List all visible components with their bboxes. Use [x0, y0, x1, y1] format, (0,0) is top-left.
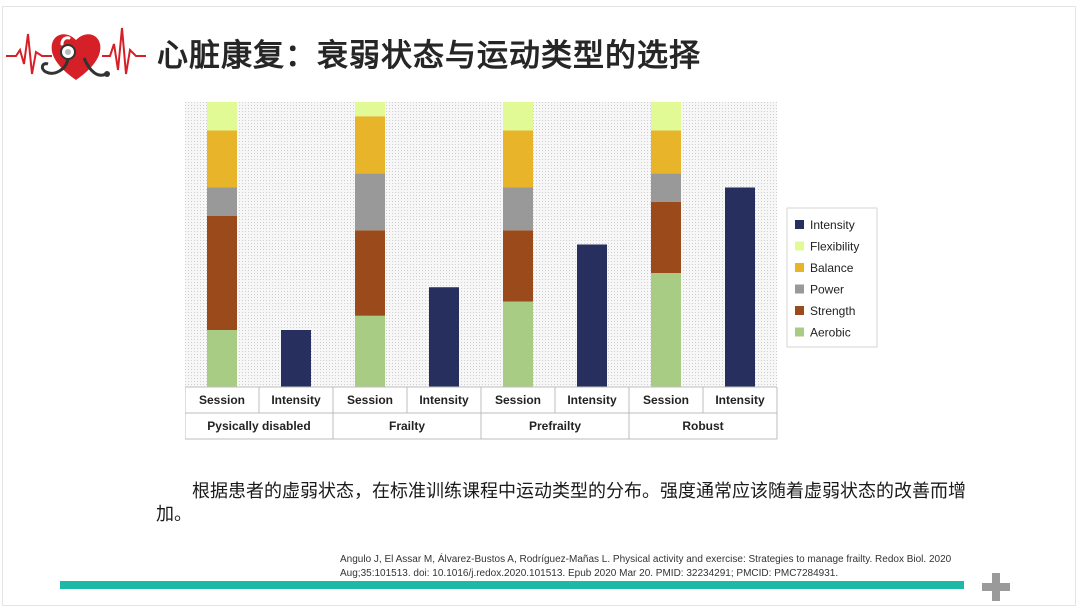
tick-label-intensity-robust: Intensity	[715, 393, 765, 407]
legend-swatch-power	[795, 284, 804, 294]
bar-session-aerobic-prefrailty	[503, 301, 533, 387]
bar-session-aerobic-robust	[651, 273, 681, 387]
tick-label-session-pysically-disabled: Session	[199, 393, 245, 407]
slide-frame	[2, 6, 1076, 606]
legend-label-strength: Strength	[810, 304, 855, 318]
group-label-pysically-disabled: Pysically disabled	[207, 419, 310, 433]
bar-session-balance-robust	[651, 130, 681, 174]
tick-label-session-robust: Session	[643, 393, 689, 407]
bar-session-power-frailty	[355, 173, 385, 231]
legend-label-balance: Balance	[810, 261, 854, 275]
tick-label-intensity-prefrailty: Intensity	[567, 393, 617, 407]
bar-session-balance-pysically-disabled	[207, 130, 237, 188]
plot-area	[185, 102, 777, 387]
bar-session-balance-prefrailty	[503, 130, 533, 188]
bar-session-power-prefrailty	[503, 187, 533, 231]
bar-session-power-robust	[651, 173, 681, 202]
legend-box	[786, 207, 878, 348]
legend-label-aerobic: Aerobic	[810, 326, 851, 340]
tick-label-session-prefrailty: Session	[495, 393, 541, 407]
bar-session-strength-robust	[651, 201, 681, 273]
bar-session-aerobic-pysically-disabled	[207, 330, 237, 387]
legend-swatch-aerobic	[795, 327, 804, 337]
plus-icon	[982, 573, 1010, 601]
bar-intensity-prefrailty	[577, 244, 607, 387]
legend-label-power: Power	[810, 283, 844, 297]
bar-session-flexibility-prefrailty	[503, 102, 533, 131]
legend-swatch-flexibility	[795, 241, 804, 251]
group-label-robust: Robust	[682, 419, 723, 433]
bar-session-strength-prefrailty	[503, 230, 533, 302]
legend-swatch-balance	[795, 263, 804, 272]
tick-label-intensity-pysically-disabled: Intensity	[271, 393, 321, 407]
legend-swatch-strength	[795, 306, 804, 315]
bar-session-aerobic-frailty	[355, 315, 385, 387]
chart-caption: 根据患者的虚弱状态，在标准训练课程中运动类型的分布。强度通常应该随着虚弱状态的改…	[156, 481, 966, 525]
bar-session-flexibility-frailty	[355, 87, 385, 117]
tick-label-session-frailty: Session	[347, 393, 393, 407]
bar-session-flexibility-pysically-disabled	[207, 102, 237, 131]
chart-svg: Session Intensity Pysically disabled Sessio…	[184, 87, 878, 440]
legend-swatch-intensity	[795, 220, 804, 229]
bar-intensity-robust	[725, 187, 755, 387]
bar-session-strength-frailty	[355, 230, 385, 316]
citation-reference: Angulo J, El Assar M, Álvarez-Bustos A, …	[340, 554, 952, 579]
bar-session-flexibility-robust	[651, 102, 681, 131]
bar-intensity-frailty	[429, 287, 459, 387]
group-label-prefrailty: Prefrailty	[529, 419, 581, 433]
bar-session-power-pysically-disabled	[207, 187, 237, 216]
legend-label-intensity: Intensity	[810, 218, 855, 232]
group-label-frailty: Frailty	[389, 419, 425, 433]
stacked-bar-chart: Session Intensity Pysically disabled Sessio…	[184, 87, 885, 442]
tick-label-intensity-frailty: Intensity	[419, 393, 469, 407]
footer-accent-bar	[60, 581, 964, 589]
legend-label-flexibility: Flexibility	[810, 240, 859, 254]
slide-title: 心脏康复：衰弱状态与运动类型的选择	[157, 38, 701, 74]
heart-stethoscope-logo	[6, 27, 146, 80]
bar-session-balance-frailty	[355, 116, 385, 174]
bar-intensity-pysically-disabled	[281, 330, 311, 387]
bar-session-strength-pysically-disabled	[207, 216, 237, 330]
